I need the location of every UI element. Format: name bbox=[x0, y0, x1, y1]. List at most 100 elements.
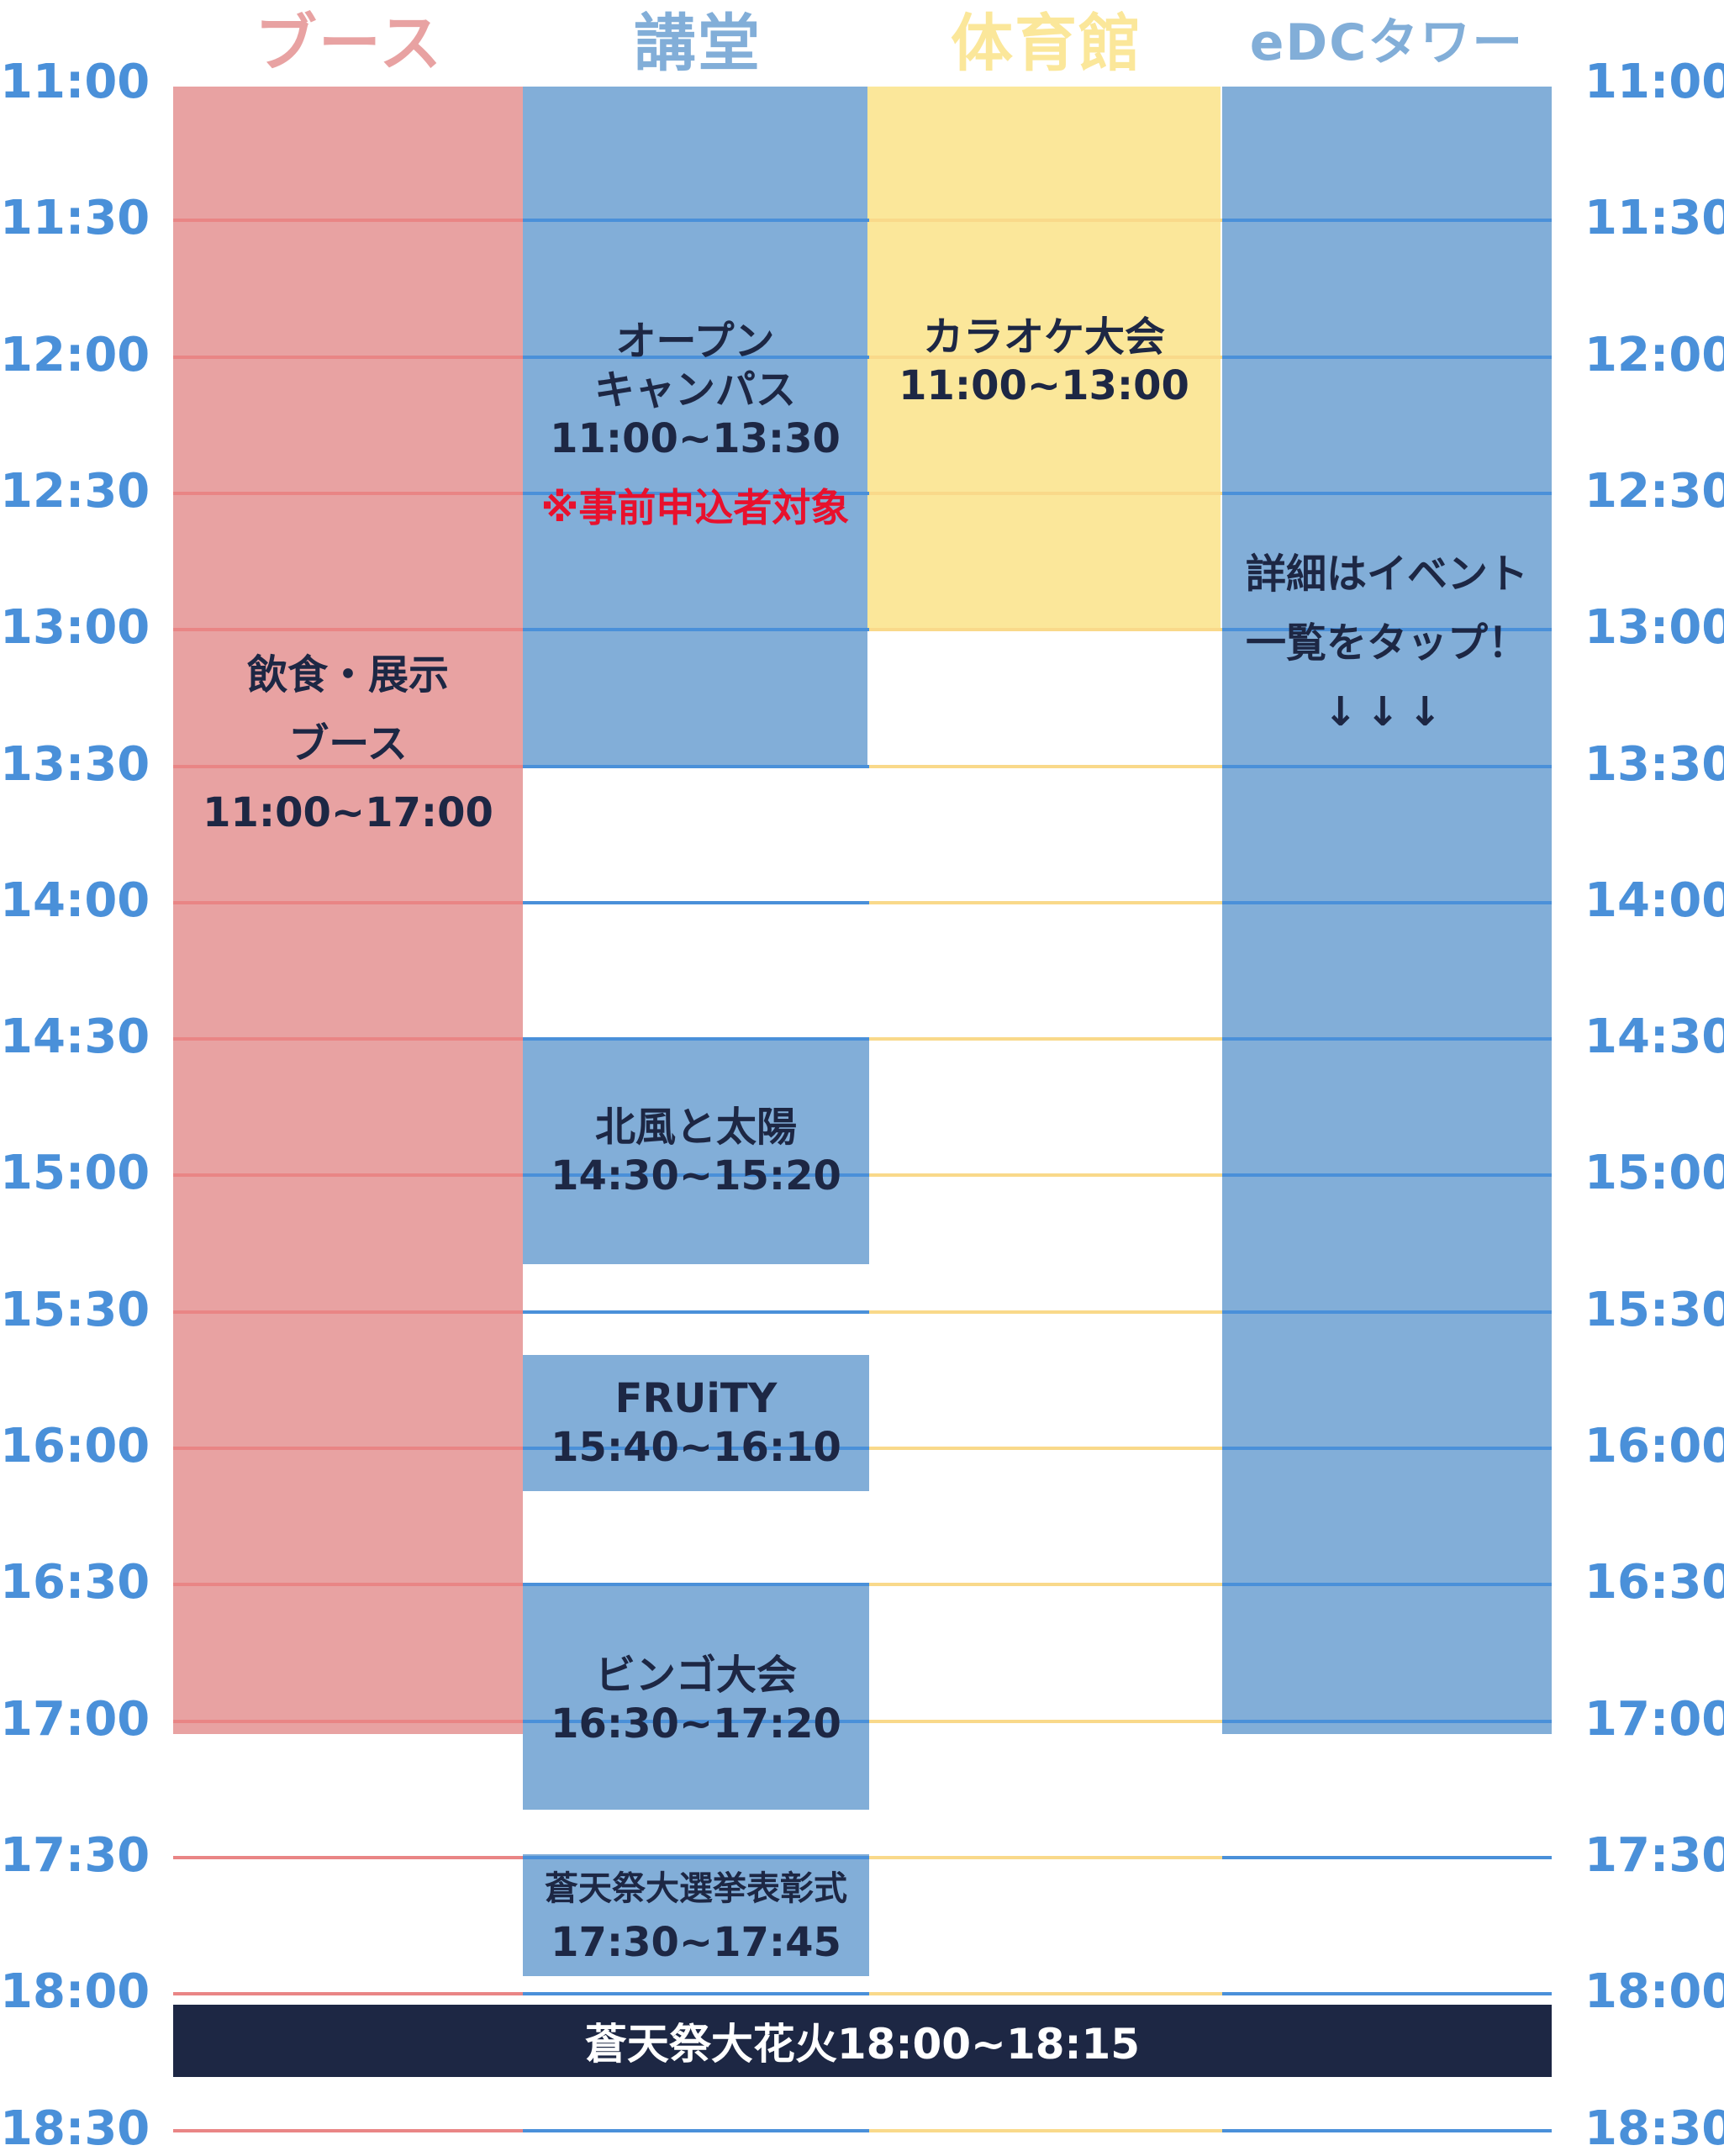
gridline-auditorium bbox=[523, 1447, 869, 1450]
gridline-gym bbox=[869, 1447, 1222, 1450]
gridline-auditorium bbox=[523, 1037, 869, 1041]
edc-tower-block[interactable] bbox=[1222, 87, 1552, 1734]
gridline-booth bbox=[173, 1173, 523, 1177]
time-label-right: 12:00 bbox=[1584, 328, 1724, 382]
gridline-tower bbox=[1222, 356, 1552, 359]
gridline-auditorium bbox=[523, 356, 869, 359]
kitakaze-event[interactable]: 北風と太陽 14:30~15:20 bbox=[523, 1101, 869, 1202]
award-time: 17:30~17:45 bbox=[551, 1919, 841, 1966]
gridline-tower bbox=[1222, 1173, 1552, 1177]
fruity-block[interactable] bbox=[523, 1355, 869, 1491]
time-label-left: 15:30 bbox=[0, 1283, 150, 1337]
open-campus-block[interactable] bbox=[523, 87, 867, 767]
gridline-gym bbox=[869, 628, 1222, 631]
gridline-gym bbox=[869, 1173, 1222, 1177]
gridline-booth bbox=[173, 1037, 523, 1041]
gridline-booth bbox=[173, 219, 523, 222]
booth-time: 11:00~17:00 bbox=[203, 789, 493, 836]
gridline-booth bbox=[173, 1583, 523, 1586]
gridline-gym bbox=[869, 356, 1222, 359]
gridline-tower bbox=[1222, 628, 1552, 631]
time-label-left: 18:30 bbox=[0, 2101, 150, 2156]
kitakaze-time: 14:30~15:20 bbox=[551, 1152, 841, 1199]
gridline-booth bbox=[173, 356, 523, 359]
award-block[interactable] bbox=[523, 1854, 869, 1976]
time-label-left: 13:00 bbox=[0, 600, 150, 655]
booth-title-1: 飲食・展示 bbox=[246, 651, 449, 698]
time-label-left: 15:00 bbox=[0, 1146, 150, 1200]
time-label-right: 11:00 bbox=[1584, 55, 1724, 109]
time-label-right: 16:00 bbox=[1584, 1419, 1724, 1473]
open-campus-note: ※事前申込者対象 bbox=[540, 485, 850, 530]
gridline-auditorium bbox=[523, 219, 869, 222]
time-label-left: 17:00 bbox=[0, 1692, 150, 1747]
gridline-auditorium bbox=[523, 1720, 869, 1723]
time-label-right: 13:30 bbox=[1584, 737, 1724, 792]
gridline-tower bbox=[1222, 1310, 1552, 1314]
gridline-booth bbox=[173, 1992, 523, 1995]
karaoke-block[interactable] bbox=[867, 87, 1221, 631]
gridline-tower bbox=[1222, 219, 1552, 222]
gridline-tower bbox=[1222, 492, 1552, 495]
fireworks-bar[interactable]: 蒼天祭大花火18:00~18:15 bbox=[173, 2005, 1552, 2077]
gridline-booth bbox=[173, 901, 523, 904]
gridline-booth bbox=[173, 765, 523, 768]
time-label-right: 12:30 bbox=[1584, 464, 1724, 519]
time-label-left: 14:30 bbox=[0, 1009, 150, 1064]
gridline-auditorium bbox=[523, 628, 869, 631]
bingo-block[interactable] bbox=[523, 1584, 869, 1810]
gridline-tower bbox=[1222, 1447, 1552, 1450]
award-title: 蒼天祭大選挙表彰式 bbox=[545, 1869, 847, 1908]
gridline-gym bbox=[869, 765, 1222, 768]
gridline-auditorium bbox=[523, 492, 869, 495]
time-label-right: 17:30 bbox=[1584, 1828, 1724, 1883]
open-campus-title-2: キャンパス bbox=[593, 366, 796, 414]
award-event[interactable]: 蒼天祭大選挙表彰式 17:30~17:45 bbox=[523, 1862, 869, 1969]
booth-event[interactable]: 飲食・展示 ブース 11:00~17:00 bbox=[173, 639, 523, 849]
bingo-time: 16:30~17:20 bbox=[551, 1700, 841, 1747]
down-arrows-icon: ↓↓↓ bbox=[1323, 688, 1451, 735]
gridline-booth bbox=[173, 492, 523, 495]
tower-event[interactable]: 詳細はイベント 一覧をタップ！ ↓↓↓ bbox=[1222, 538, 1552, 748]
bingo-event[interactable]: ビンゴ大会 16:30~17:20 bbox=[523, 1649, 869, 1750]
time-label-left: 16:00 bbox=[0, 1419, 150, 1473]
fruity-time: 15:40~16:10 bbox=[551, 1424, 841, 1471]
fruity-event[interactable]: FRUiTY 15:40~16:10 bbox=[523, 1373, 869, 1473]
karaoke-event[interactable]: カラオケ大会 11:00~13:00 bbox=[867, 311, 1221, 412]
time-label-right: 17:00 bbox=[1584, 1692, 1724, 1747]
gridline-tower bbox=[1222, 2129, 1552, 2132]
kitakaze-block[interactable] bbox=[523, 1041, 869, 1264]
gridline-auditorium bbox=[523, 765, 869, 768]
gridline-gym bbox=[869, 1037, 1222, 1041]
gridline-tower bbox=[1222, 1720, 1552, 1723]
time-label-left: 17:30 bbox=[0, 1828, 150, 1883]
gridline-tower bbox=[1222, 1037, 1552, 1041]
gridline-auditorium bbox=[523, 1583, 869, 1586]
gridline-auditorium bbox=[523, 1310, 869, 1314]
header-booth: ブース bbox=[254, 7, 444, 80]
gridline-gym bbox=[869, 2129, 1222, 2132]
gridline-tower bbox=[1222, 1856, 1552, 1859]
time-label-right: 16:30 bbox=[1584, 1555, 1724, 1610]
open-campus-time: 11:00~13:30 bbox=[550, 415, 841, 462]
gridline-gym bbox=[869, 901, 1222, 904]
fruity-title: FRUiTY bbox=[614, 1375, 778, 1422]
time-label-right: 18:30 bbox=[1584, 2101, 1724, 2156]
tower-line-1: 詳細はイベント bbox=[1245, 551, 1528, 598]
open-campus-title-1: オープン bbox=[615, 318, 775, 365]
booth-column-block bbox=[173, 87, 523, 1734]
header-gym: 体育館 bbox=[951, 7, 1142, 80]
time-label-left: 12:30 bbox=[0, 464, 150, 519]
karaoke-time: 11:00~13:00 bbox=[899, 362, 1189, 409]
bingo-title: ビンゴ大会 bbox=[594, 1652, 797, 1699]
gridline-booth bbox=[173, 628, 523, 631]
open-campus-event[interactable]: オープン キャンパス 11:00~13:30 ※事前申込者対象 bbox=[523, 311, 867, 538]
time-label-left: 18:00 bbox=[0, 1964, 150, 2019]
tower-line-2: 一覧をタップ！ bbox=[1245, 619, 1528, 667]
gridline-gym bbox=[869, 219, 1222, 222]
time-label-right: 15:30 bbox=[1584, 1283, 1724, 1337]
gridline-auditorium bbox=[523, 1856, 869, 1859]
karaoke-title: カラオケ大会 bbox=[922, 314, 1165, 361]
gridline-booth bbox=[173, 1720, 523, 1723]
gridline-tower bbox=[1222, 1583, 1552, 1586]
